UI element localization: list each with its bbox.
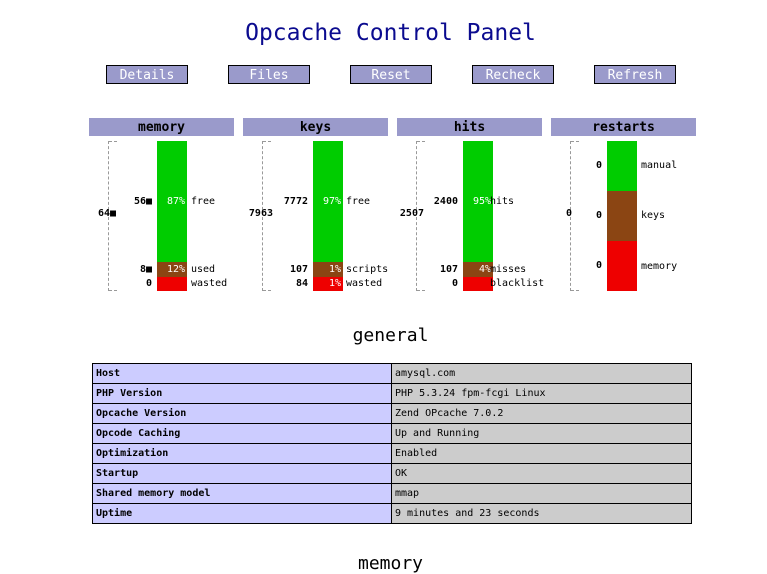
hits-hits-pct: 95% — [472, 196, 491, 207]
table-row: Host amysql.com — [92, 363, 692, 384]
keys-total: 7963 — [248, 208, 273, 219]
general-section-title: general — [352, 325, 429, 346]
keys-scripts-label: scripts — [346, 264, 389, 275]
row-value: OK — [391, 463, 692, 484]
restarts-axis — [570, 141, 579, 291]
keys-scripts-value: 107 — [289, 264, 308, 275]
hits-misses-bar — [463, 262, 493, 277]
reset-button[interactable]: Reset — [350, 65, 432, 84]
row-value: 9 minutes and 23 seconds — [391, 503, 692, 524]
hits-misses-label: misses — [490, 264, 527, 275]
memory-free-label: free — [191, 196, 216, 207]
keys-free-value: 7772 — [283, 196, 308, 207]
memory-used-label: used — [191, 264, 216, 275]
memory-free-bar — [157, 141, 187, 262]
row-key: Uptime — [92, 503, 392, 524]
memory-panel-header: memory — [89, 118, 234, 136]
files-button[interactable]: Files — [228, 65, 310, 84]
restarts-memory-label: memory — [641, 261, 678, 272]
memory-free-pct: 87% — [166, 196, 185, 207]
hits-total: 2507 — [399, 208, 424, 219]
table-row: Opcache Version Zend OPcache 7.0.2 — [92, 403, 692, 424]
row-key: Startup — [92, 463, 392, 484]
memory-used-value: 8■ — [139, 264, 152, 275]
table-row: Shared memory model mmap — [92, 483, 692, 504]
row-key: Optimization — [92, 443, 392, 464]
keys-scripts-pct: 1% — [328, 264, 341, 275]
row-value: amysql.com — [391, 363, 692, 384]
restarts-panel-header: restarts — [551, 118, 696, 136]
row-value: mmap — [391, 483, 692, 504]
memory-wasted-bar — [157, 277, 187, 291]
memory-wasted-value: 0 — [145, 278, 152, 289]
hits-misses-value: 107 — [439, 264, 458, 275]
keys-wasted-pct: 1% — [328, 278, 341, 289]
hits-panel-header: hits — [397, 118, 542, 136]
hits-axis — [416, 141, 425, 291]
restarts-memory-value: 0 — [595, 260, 602, 271]
row-value: PHP 5.3.24 fpm-fcgi Linux — [391, 383, 692, 404]
row-key: PHP Version — [92, 383, 392, 404]
memory-used-pct: 12% — [166, 264, 185, 275]
row-value: Up and Running — [391, 423, 692, 444]
page-title: Opcache Control Panel — [245, 20, 536, 46]
keys-axis — [262, 141, 271, 291]
memory-total: 64■ — [97, 208, 116, 219]
keys-free-bar — [313, 141, 343, 262]
hits-blacklist-bar — [463, 277, 493, 291]
memory-free-value: 56■ — [133, 196, 152, 207]
keys-free-pct: 97% — [322, 196, 341, 207]
restarts-keys-value: 0 — [595, 210, 602, 221]
hits-hits-label: hits — [490, 196, 515, 207]
hits-blacklist-value: 0 — [451, 278, 458, 289]
restarts-total: 0 — [565, 208, 572, 219]
keys-wasted-bar — [313, 277, 343, 291]
keys-scripts-bar — [313, 262, 343, 277]
memory-section-title: memory — [357, 553, 424, 574]
table-row: Uptime 9 minutes and 23 seconds — [92, 503, 692, 524]
hits-hits-bar — [463, 141, 493, 262]
row-key: Opcache Version — [92, 403, 392, 424]
restarts-memory-bar — [607, 241, 637, 291]
keys-wasted-label: wasted — [346, 278, 383, 289]
restarts-manual-value: 0 — [595, 160, 602, 171]
hits-misses-pct: 4% — [478, 264, 491, 275]
table-row: Opcode Caching Up and Running — [92, 423, 692, 444]
keys-free-label: free — [346, 196, 371, 207]
row-key: Host — [92, 363, 392, 384]
row-key: Opcode Caching — [92, 423, 392, 444]
details-button[interactable]: Details — [106, 65, 188, 84]
keys-wasted-value: 84 — [295, 278, 308, 289]
restarts-manual-bar — [607, 141, 637, 191]
table-row: Optimization Enabled — [92, 443, 692, 464]
row-key: Shared memory model — [92, 483, 392, 504]
recheck-button[interactable]: Recheck — [472, 65, 554, 84]
restarts-manual-label: manual — [641, 160, 678, 171]
restarts-keys-bar — [607, 191, 637, 241]
row-value: Zend OPcache 7.0.2 — [391, 403, 692, 424]
general-table: Host amysql.com PHP Version PHP 5.3.24 f… — [92, 363, 692, 524]
refresh-button[interactable]: Refresh — [594, 65, 676, 84]
restarts-keys-label: keys — [641, 210, 666, 221]
table-row: Startup OK — [92, 463, 692, 484]
memory-wasted-label: wasted — [191, 278, 228, 289]
keys-panel-header: keys — [243, 118, 388, 136]
hits-hits-value: 2400 — [433, 196, 458, 207]
memory-used-bar — [157, 262, 187, 277]
hits-blacklist-label: blacklist — [490, 278, 545, 289]
table-row: PHP Version PHP 5.3.24 fpm-fcgi Linux — [92, 383, 692, 404]
memory-axis — [108, 141, 117, 291]
row-value: Enabled — [391, 443, 692, 464]
